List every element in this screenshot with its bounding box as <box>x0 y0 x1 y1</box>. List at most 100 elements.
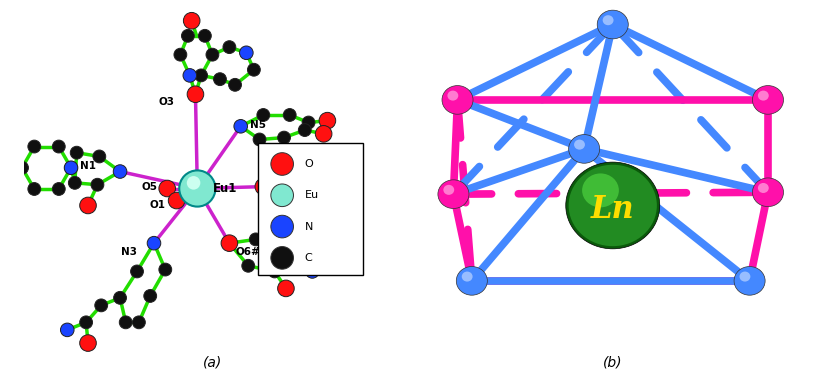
Circle shape <box>147 236 161 250</box>
Circle shape <box>174 48 187 61</box>
Circle shape <box>315 126 332 142</box>
Circle shape <box>271 153 293 175</box>
Text: O4#1: O4#1 <box>269 185 301 195</box>
Circle shape <box>234 120 248 133</box>
Text: Eu1: Eu1 <box>212 182 237 195</box>
Circle shape <box>565 162 659 249</box>
Circle shape <box>448 90 458 101</box>
Circle shape <box>248 63 261 76</box>
Text: N: N <box>305 222 313 231</box>
Circle shape <box>69 176 81 189</box>
Text: O3: O3 <box>158 97 175 107</box>
Circle shape <box>183 12 200 29</box>
Circle shape <box>758 183 769 193</box>
Circle shape <box>65 161 78 174</box>
Circle shape <box>144 290 157 302</box>
Circle shape <box>158 180 176 197</box>
Circle shape <box>60 323 74 337</box>
Circle shape <box>462 271 472 282</box>
Circle shape <box>91 178 104 191</box>
Circle shape <box>328 192 345 208</box>
Text: N5: N5 <box>250 120 266 130</box>
Circle shape <box>310 169 323 182</box>
Circle shape <box>65 161 78 175</box>
Circle shape <box>187 176 200 190</box>
Circle shape <box>114 165 127 178</box>
Circle shape <box>739 271 750 282</box>
Circle shape <box>298 124 311 136</box>
Text: C: C <box>305 253 313 263</box>
Circle shape <box>28 182 41 195</box>
Circle shape <box>28 140 41 153</box>
Circle shape <box>271 247 293 269</box>
Circle shape <box>119 316 132 329</box>
Circle shape <box>319 112 336 129</box>
Circle shape <box>206 48 219 61</box>
Circle shape <box>734 267 765 295</box>
Circle shape <box>239 46 253 60</box>
Circle shape <box>80 335 96 351</box>
Text: (a): (a) <box>203 356 222 369</box>
Circle shape <box>752 86 784 114</box>
Circle shape <box>438 180 469 208</box>
Circle shape <box>603 15 614 25</box>
Circle shape <box>253 133 266 146</box>
Text: (b): (b) <box>603 356 623 369</box>
Text: O6#2: O6#2 <box>235 247 267 257</box>
Text: N1: N1 <box>79 161 96 171</box>
Circle shape <box>80 316 92 329</box>
Circle shape <box>95 299 108 312</box>
Circle shape <box>271 184 293 207</box>
Circle shape <box>52 182 65 195</box>
Text: O1: O1 <box>150 201 165 210</box>
Circle shape <box>456 267 487 295</box>
Circle shape <box>574 139 585 150</box>
Circle shape <box>283 169 296 182</box>
Circle shape <box>289 256 301 268</box>
Circle shape <box>278 280 294 297</box>
Circle shape <box>223 41 236 54</box>
Circle shape <box>257 109 270 121</box>
Text: O: O <box>305 159 314 169</box>
Circle shape <box>278 131 291 144</box>
Circle shape <box>179 170 216 207</box>
Circle shape <box>158 263 172 276</box>
Circle shape <box>302 116 315 129</box>
Circle shape <box>181 29 194 42</box>
Text: Eu: Eu <box>305 190 319 200</box>
FancyBboxPatch shape <box>257 143 364 275</box>
Circle shape <box>93 150 105 163</box>
Circle shape <box>132 316 145 329</box>
Text: Ln: Ln <box>591 194 635 225</box>
Text: O5: O5 <box>142 182 158 192</box>
Circle shape <box>168 192 185 209</box>
Circle shape <box>221 235 238 251</box>
Circle shape <box>213 73 226 86</box>
Circle shape <box>268 265 281 278</box>
Circle shape <box>194 69 208 82</box>
Circle shape <box>283 109 296 121</box>
Circle shape <box>242 259 255 272</box>
Circle shape <box>569 135 600 163</box>
Circle shape <box>271 215 293 238</box>
Circle shape <box>229 78 242 91</box>
Circle shape <box>80 197 96 214</box>
Circle shape <box>569 165 657 246</box>
Circle shape <box>444 185 454 195</box>
Circle shape <box>597 10 628 39</box>
Circle shape <box>16 161 29 174</box>
Circle shape <box>308 190 320 202</box>
Circle shape <box>330 163 347 180</box>
Circle shape <box>114 291 127 304</box>
Circle shape <box>131 265 144 278</box>
Circle shape <box>582 173 619 207</box>
Circle shape <box>255 178 271 195</box>
Circle shape <box>758 90 769 101</box>
Circle shape <box>249 233 262 246</box>
Circle shape <box>199 29 212 42</box>
Circle shape <box>274 237 287 250</box>
Text: N3: N3 <box>121 247 137 257</box>
Circle shape <box>281 192 294 204</box>
Circle shape <box>52 140 65 153</box>
Circle shape <box>442 86 473 114</box>
